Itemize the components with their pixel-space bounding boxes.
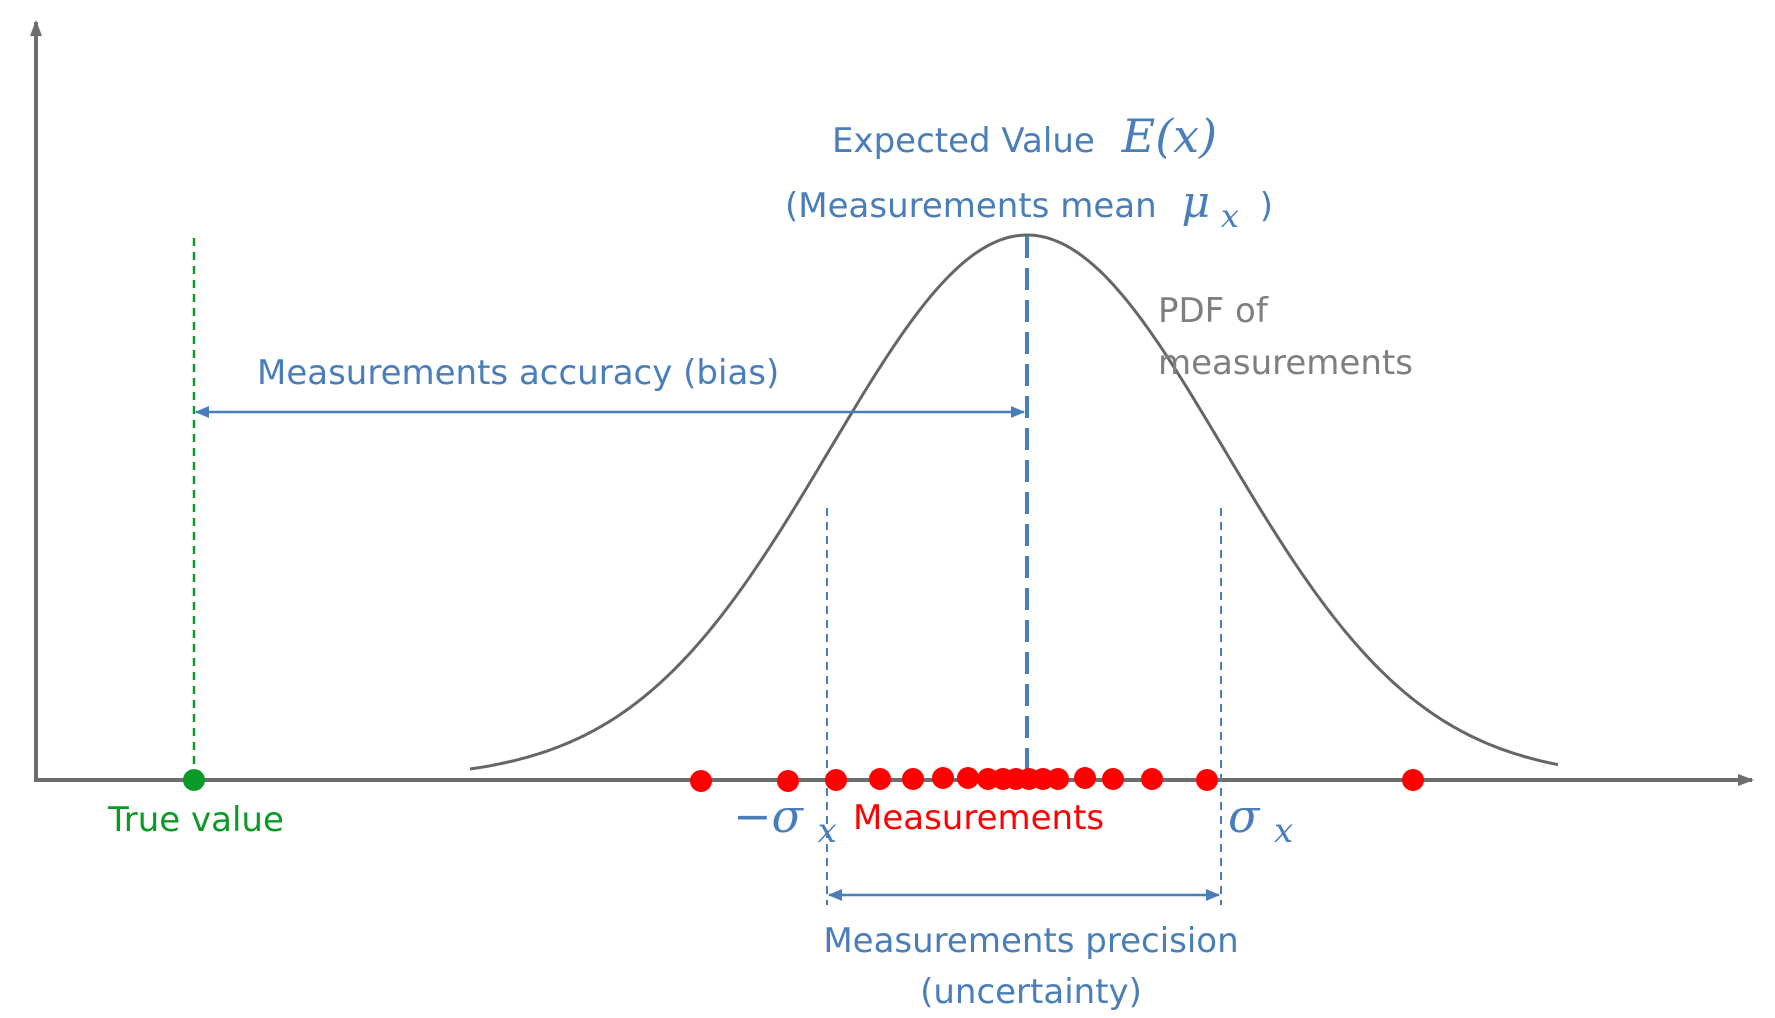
sigma-subscript: x: [1274, 811, 1293, 851]
measurement-dot: [932, 767, 954, 789]
accuracy-label: Measurements accuracy (bias): [257, 353, 779, 393]
true-value-label: True value: [107, 800, 284, 840]
measurement-dot: [1402, 769, 1424, 791]
measurement-dot: [1141, 768, 1163, 790]
expected-value-math: E(x): [1121, 109, 1217, 163]
pdf-label-line1: PDF of: [1158, 291, 1269, 331]
sigma-label: σ x: [1228, 789, 1293, 851]
measurement-dot: [777, 770, 799, 792]
precision-label-line1: Measurements precision: [823, 921, 1238, 961]
mean-symbol: μ: [1181, 177, 1210, 228]
measurement-dot: [825, 769, 847, 791]
neg-sigma-symbol: −σ: [733, 789, 805, 843]
mean-subscript: x: [1221, 197, 1239, 235]
measurement-dot: [690, 770, 712, 792]
neg-sigma-label: −σ x: [733, 789, 837, 851]
measurement-dot: [902, 768, 924, 790]
measurement-dot: [1074, 767, 1096, 789]
mean-open-text: (Measurements mean: [785, 186, 1157, 226]
neg-sigma-subscript: x: [818, 811, 837, 851]
measurement-dots: [690, 767, 1424, 792]
measurement-dot: [957, 767, 979, 789]
expected-value-label: Expected Value E(x): [832, 109, 1217, 163]
true-value-dot: [183, 769, 205, 791]
measurement-dot: [1196, 769, 1218, 791]
measurements-mean-label: (Measurements mean μ x ): [785, 177, 1273, 236]
precision-label-line2: (uncertainty): [920, 972, 1142, 1012]
pdf-label-line2: measurements: [1158, 343, 1413, 383]
expected-value-text: Expected Value: [832, 121, 1095, 161]
measurements-label: Measurements: [853, 798, 1104, 838]
sigma-symbol: σ: [1228, 789, 1261, 843]
measurement-dot: [1102, 768, 1124, 790]
pdf-curve: [469, 233, 1559, 771]
measurement-dot: [1047, 768, 1069, 790]
mean-close-text: ): [1260, 186, 1273, 226]
measurement-dot: [869, 768, 891, 790]
